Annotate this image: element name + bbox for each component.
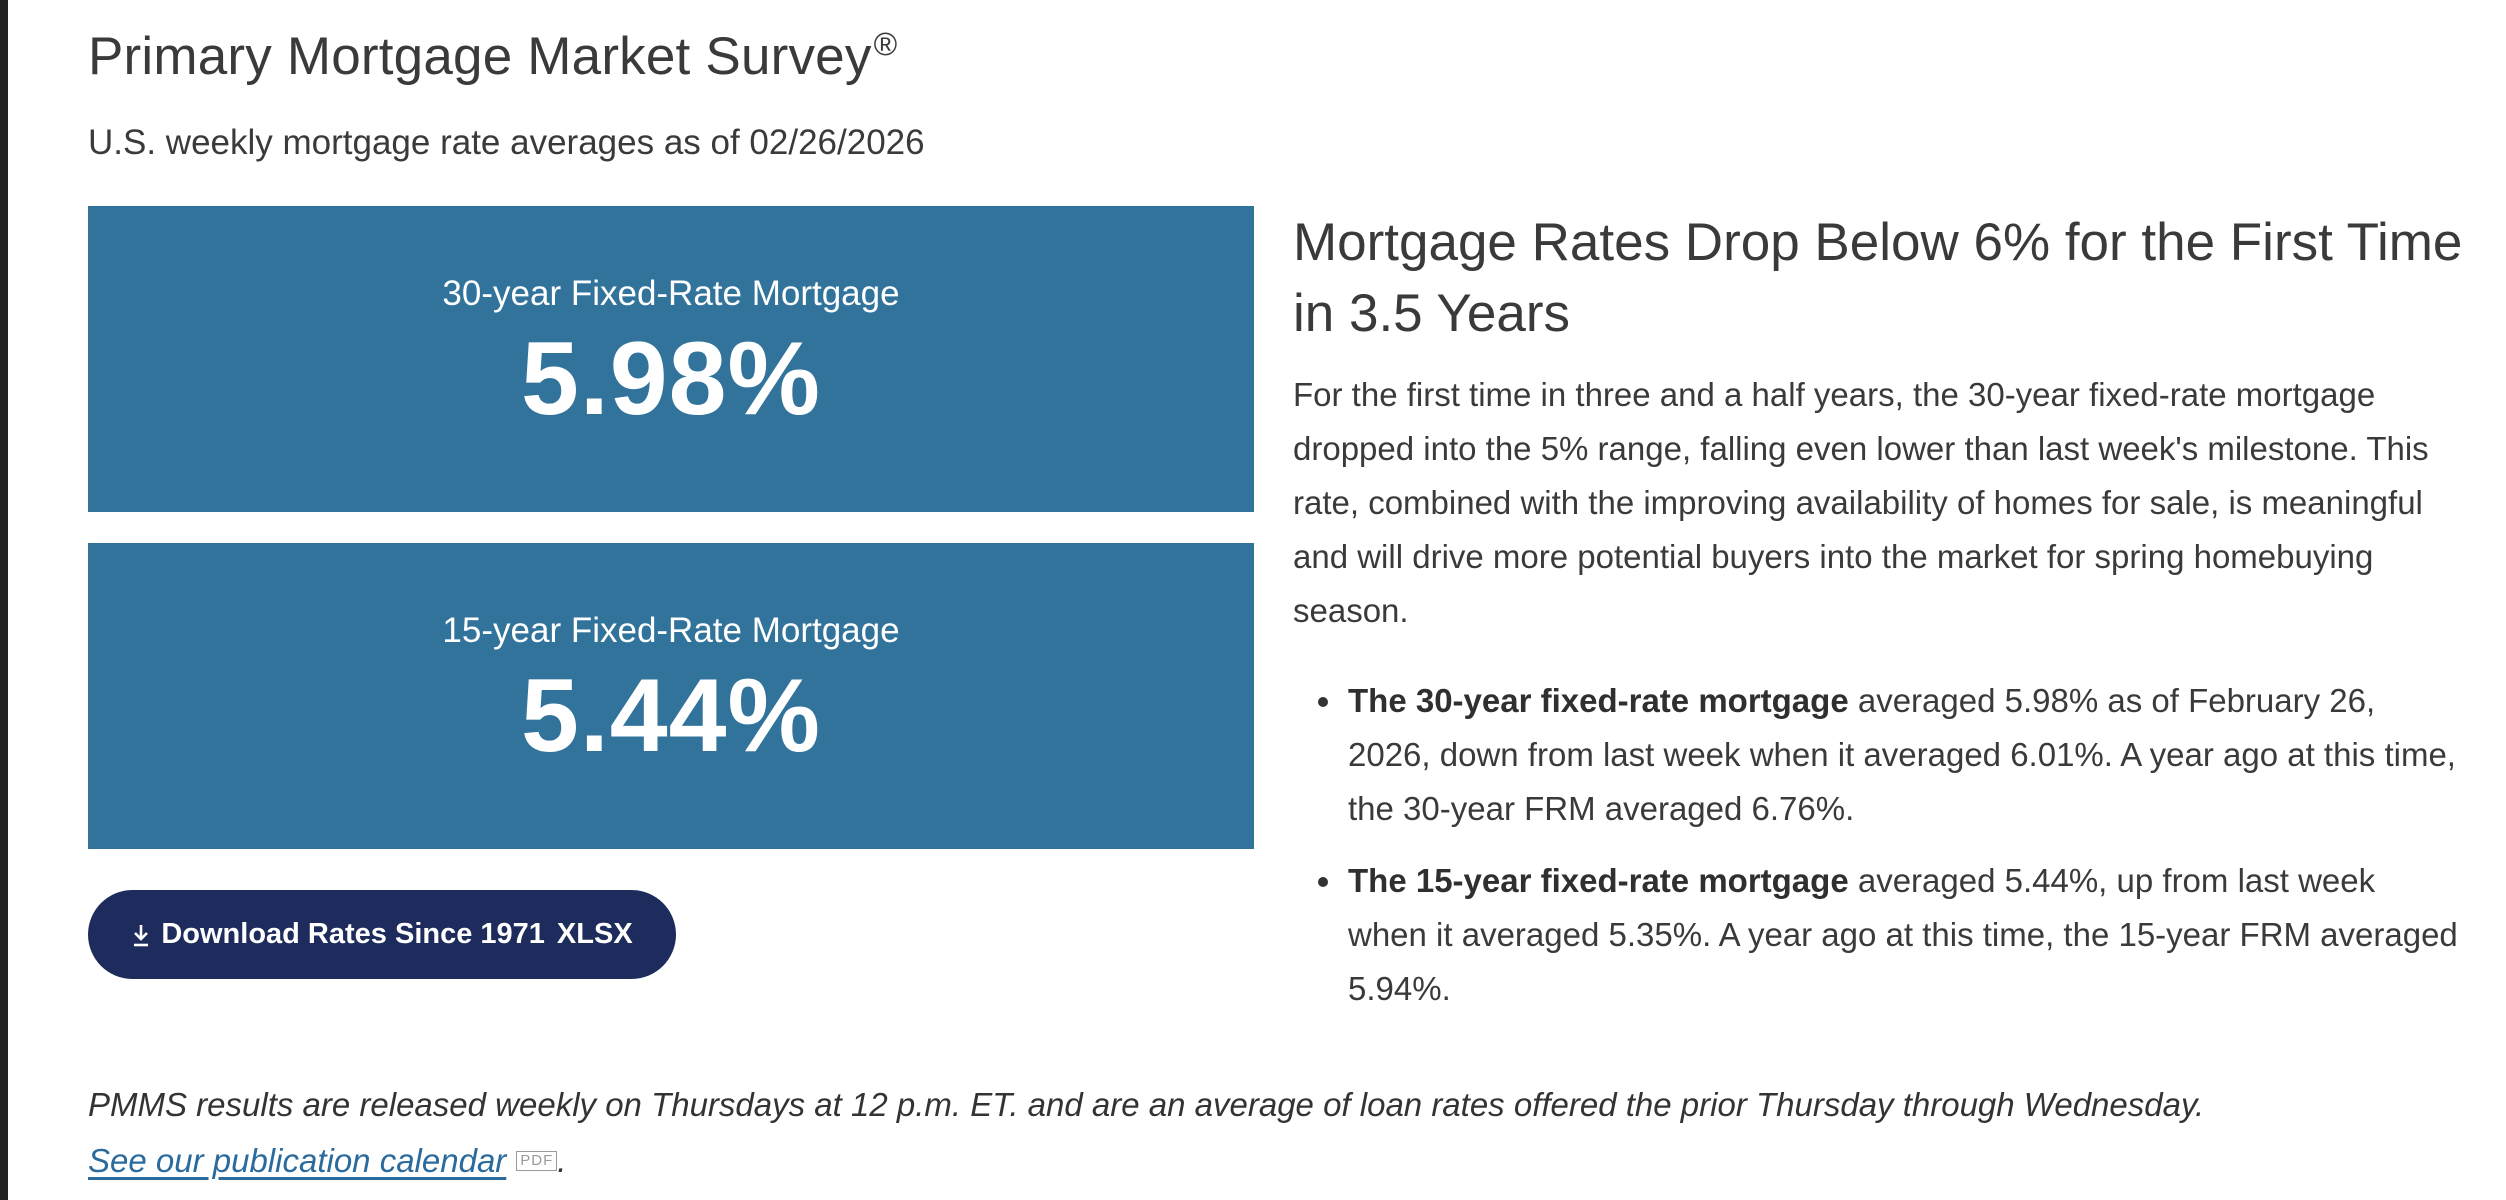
rate-card-30-year: 30-year Fixed-Rate Mortgage 5.98% xyxy=(88,206,1254,512)
bullet-text-15-year: averaged 5.44%, up from last week when i… xyxy=(1348,862,2458,1007)
publication-calendar-line: See our publication calendar PDF . xyxy=(88,1142,566,1180)
bullet-dot xyxy=(1318,697,1328,707)
rate-summary-list: The 30-year fixed-rate mortgage averaged… xyxy=(1293,674,2463,1034)
download-button-format: XLSX xyxy=(556,918,633,950)
rate-card-15-year: 15-year Fixed-Rate Mortgage 5.44% xyxy=(88,543,1254,849)
list-item: The 30-year fixed-rate mortgage averaged… xyxy=(1293,674,2463,836)
download-button-label: Download Rates Since 1971 xyxy=(161,918,545,950)
rate-label-15-year: 15-year Fixed-Rate Mortgage xyxy=(442,611,900,650)
article-body: For the first time in three and a half y… xyxy=(1293,376,2429,629)
bullet-bold-15-year: The 15-year fixed-rate mortgage xyxy=(1348,862,1849,899)
publication-calendar-link[interactable]: See our publication calendar xyxy=(88,1142,507,1179)
trailing-period: . xyxy=(557,1142,567,1179)
pdf-icon: PDF xyxy=(516,1151,558,1171)
download-rates-button[interactable]: Download Rates Since 1971 XLSX xyxy=(88,890,676,979)
registered-mark: ® xyxy=(873,26,898,63)
bullet-text-30-year: averaged 5.98% as of February 26, 2026, … xyxy=(1348,682,2456,827)
page-title-text: Primary Mortgage Market Survey xyxy=(88,27,872,86)
bullet-dot xyxy=(1318,877,1328,887)
left-edge-divider xyxy=(0,0,8,1200)
rate-value-15-year: 5.44% xyxy=(521,658,821,774)
list-item: The 15-year fixed-rate mortgage averaged… xyxy=(1293,854,2463,1016)
page-subtitle: U.S. weekly mortgage rate averages as of… xyxy=(88,123,925,162)
page-title: Primary Mortgage Market Survey® xyxy=(88,26,897,87)
rate-value-30-year: 5.98% xyxy=(521,321,821,437)
article-heading: Mortgage Rates Drop Below 6% for the Fir… xyxy=(1293,213,2463,343)
rate-label-30-year: 30-year Fixed-Rate Mortgage xyxy=(442,274,900,313)
download-icon xyxy=(134,924,149,946)
release-schedule-note: PMMS results are released weekly on Thur… xyxy=(88,1086,2205,1123)
bullet-bold-30-year: The 30-year fixed-rate mortgage xyxy=(1348,682,1849,719)
